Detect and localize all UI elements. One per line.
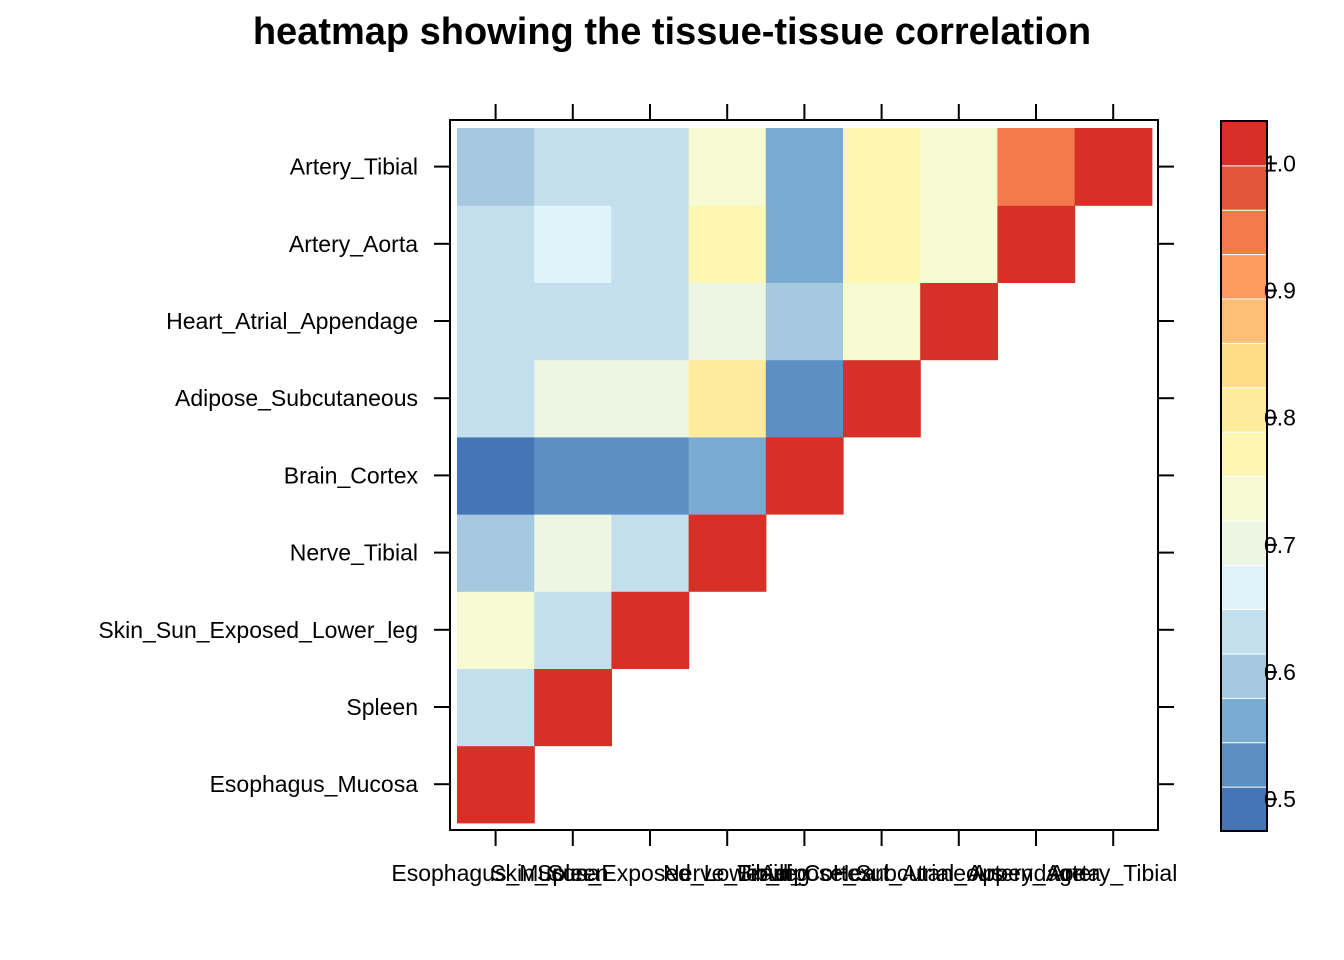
- heatmap-cell: [457, 591, 535, 669]
- colorbar-bin: [1220, 608, 1268, 655]
- colorbar-bin: [1220, 386, 1268, 433]
- x-tick-label: Adipose_Subcutaneous: [760, 860, 1003, 886]
- heatmap-cell: [765, 359, 844, 438]
- heatmap-cell: [534, 205, 612, 283]
- y-tick-label: Esophagus_Mucosa: [210, 771, 419, 797]
- heatmap-cell: [688, 205, 767, 283]
- x-tick-label: Esophagus_Mucosa: [391, 860, 600, 886]
- heatmap-cell: [611, 514, 690, 592]
- heatmap-cell: [534, 359, 612, 438]
- y-tick-label: Adipose_Subcutaneous: [175, 385, 418, 411]
- heatmap-cell: [920, 282, 998, 361]
- x-tick-label: Artery_Tibial: [1049, 860, 1177, 886]
- x-tick-label: Heart_Atrial_Appendage: [833, 860, 1085, 886]
- x-tick-label: Spleen: [537, 860, 609, 886]
- heatmap-cell: [457, 128, 535, 206]
- heatmap-cell: [457, 205, 535, 283]
- y-tick-label: Brain_Cortex: [284, 462, 419, 488]
- heatmap-cell: [843, 282, 921, 361]
- colorbar-bin: [1220, 564, 1268, 611]
- heatmap-cell: [688, 282, 767, 361]
- colorbar-tick-label: 0.8: [1264, 405, 1296, 431]
- heatmap-cell: [457, 668, 535, 747]
- colorbar-bin: [1220, 253, 1268, 300]
- heatmap-cell: [688, 359, 767, 438]
- heatmap-cell: [611, 128, 690, 206]
- colorbar-bin: [1220, 786, 1268, 833]
- x-tick-label: Brain_Cortex: [737, 860, 872, 886]
- y-tick-label: Artery_Aorta: [289, 231, 418, 257]
- colorbar-tick-label: 0.5: [1264, 786, 1296, 812]
- heatmap-cell: [688, 514, 767, 592]
- heatmap-cell: [457, 282, 535, 361]
- colorbar-tick-label: 1.0: [1264, 150, 1296, 176]
- chart-title: heatmap showing the tissue-tissue correl…: [253, 11, 1091, 53]
- axes: Esophagus_MucosaEsophagus_MucosaSpleenSp…: [98, 104, 1177, 886]
- heatmap-cell: [765, 436, 844, 515]
- colorbar: 0.5 0.6 0.7 0.8 0.9 1.0: [1220, 120, 1296, 833]
- heatmap-cell: [611, 359, 690, 438]
- heatmap-cell: [534, 436, 612, 515]
- heatmap-cell: [534, 591, 612, 669]
- heatmap-cell: [534, 668, 612, 747]
- colorbar-tick-label: 0.6: [1264, 659, 1296, 685]
- heatmap-cell: [457, 359, 535, 438]
- heatmap-cell: [534, 128, 612, 206]
- heatmap-cell: [997, 205, 1076, 283]
- y-tick-label: Artery_Tibial: [290, 154, 418, 180]
- heatmap-cells: [457, 128, 1153, 824]
- y-tick-label: Skin_Sun_Exposed_Lower_leg: [98, 617, 418, 643]
- x-tick-label: Skin_Sun_Exposed_Lower_leg: [490, 860, 810, 886]
- heatmap-cell: [765, 128, 844, 206]
- heatmap-cell: [611, 282, 690, 361]
- heatmap-cell: [688, 128, 767, 206]
- heatmap-cell: [843, 128, 921, 206]
- heatmap-cell: [611, 591, 690, 669]
- heatmap-cell: [534, 282, 612, 361]
- y-tick-label: Nerve_Tibial: [290, 540, 418, 566]
- heatmap-cell: [457, 745, 535, 824]
- x-tick-label: Artery_Aorta: [971, 860, 1100, 886]
- colorbar-bin: [1220, 431, 1268, 478]
- heatmap-cell: [843, 359, 921, 438]
- heatmap-cell: [920, 205, 998, 283]
- colorbar-frame: [1220, 120, 1268, 832]
- y-tick-label: Spleen: [346, 694, 418, 720]
- colorbar-bin: [1220, 120, 1268, 167]
- x-tick-label: Nerve_Tibial: [663, 860, 791, 886]
- colorbar-bin: [1220, 697, 1268, 744]
- colorbar-bin: [1220, 519, 1268, 566]
- heatmap-cell: [765, 205, 844, 283]
- colorbar-bin: [1220, 164, 1268, 211]
- heatmap-cell: [611, 205, 690, 283]
- heatmap-cell: [843, 205, 921, 283]
- colorbar-bin: [1220, 741, 1268, 788]
- colorbar-tick-label: 0.9: [1264, 278, 1296, 304]
- heatmap-cell: [1074, 128, 1153, 206]
- colorbar-tick-label: 0.7: [1264, 532, 1296, 558]
- colorbar-bin: [1220, 653, 1268, 699]
- heatmap-cell: [457, 436, 535, 515]
- colorbar-bin: [1220, 209, 1268, 256]
- heatmap-cell: [611, 436, 690, 515]
- colorbar-bin: [1220, 298, 1268, 344]
- colorbar-bin: [1220, 342, 1268, 389]
- colorbar-bin: [1220, 475, 1268, 522]
- heatmap-cell: [997, 128, 1076, 206]
- y-tick-label: Heart_Atrial_Appendage: [166, 308, 418, 334]
- heatmap-cell: [920, 128, 998, 206]
- heatmap-cell: [688, 436, 767, 515]
- heatmap-cell: [534, 514, 612, 592]
- heatmap-cell: [765, 282, 844, 361]
- heatmap-cell: [457, 514, 535, 592]
